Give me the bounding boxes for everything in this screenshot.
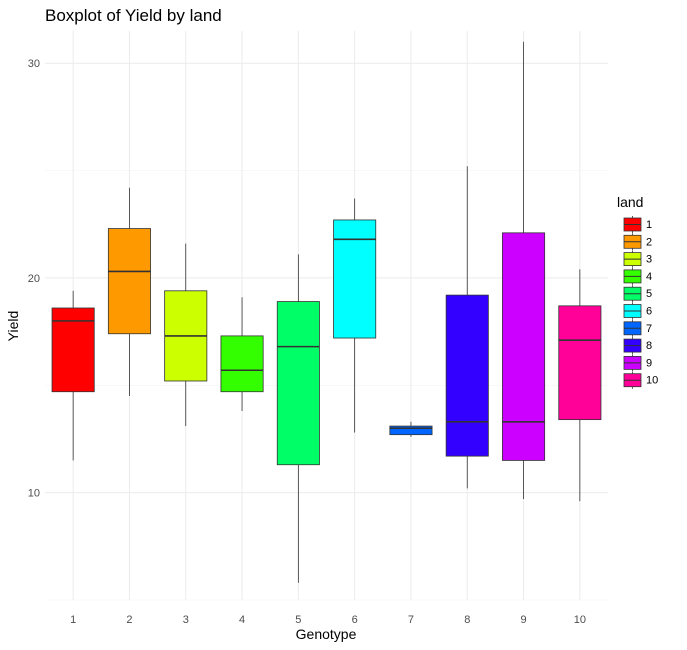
box-genotype-10: [558, 269, 602, 502]
box-genotype-7: [389, 421, 433, 437]
y-axis-title: Yield: [5, 311, 21, 342]
x-tick-label: 5: [295, 614, 301, 626]
box-genotype-8: [445, 166, 489, 489]
legend: land 1 2 3 4 5 6 7 8 9 10: [617, 194, 658, 389]
y-tick-label: 20: [28, 273, 40, 285]
legend-item-9: 9: [623, 354, 652, 372]
x-tick-label: 6: [352, 614, 358, 626]
x-tick-label: 10: [574, 614, 586, 626]
box-iqr: [51, 307, 95, 393]
box-iqr: [220, 335, 264, 393]
legend-item-8: 8: [623, 337, 652, 355]
legend-item-3: 3: [623, 250, 652, 268]
box-iqr: [276, 301, 320, 466]
box-iqr: [445, 294, 489, 457]
box-iqr: [502, 232, 546, 461]
box-iqr: [558, 305, 602, 421]
box-iqr: [107, 228, 151, 335]
legend-item-7: 7: [623, 319, 652, 337]
legend-label: 8: [646, 340, 652, 352]
x-tick-label: 4: [239, 614, 245, 626]
y-tick-label: 10: [28, 488, 40, 500]
legend-label: 5: [646, 288, 652, 300]
box-iqr: [389, 425, 433, 436]
legend-item-6: 6: [623, 302, 652, 320]
x-axis-ticks: 1 2 3 4 5 6 7 8 9 10: [70, 614, 586, 626]
x-tick-label: 9: [520, 614, 526, 626]
legend-item-1: 1: [623, 216, 652, 233]
legend-item-4: 4: [623, 267, 652, 285]
legend-item-5: 5: [623, 285, 652, 303]
legend-label: 4: [646, 271, 652, 283]
box-genotype-1: [51, 290, 95, 461]
legend-label: 10: [646, 375, 658, 387]
x-tick-label: 2: [126, 614, 132, 626]
legend-title: land: [617, 194, 643, 210]
legend-item-10: 10: [623, 371, 658, 389]
legend-label: 2: [646, 236, 652, 248]
box-genotype-9: [502, 41, 546, 500]
legend-label: 6: [646, 306, 652, 318]
box-genotype-5: [276, 254, 320, 583]
legend-label: 9: [646, 357, 652, 369]
y-tick-label: 30: [28, 58, 40, 70]
y-axis-ticks: 10 20 30: [28, 58, 40, 499]
legend-items: 1 2 3 4 5 6 7 8 9 10: [623, 216, 658, 389]
chart-title: Boxplot of Yield by land: [45, 6, 222, 25]
legend-item-2: 2: [623, 233, 652, 251]
box-genotype-4: [220, 297, 264, 412]
x-tick-label: 1: [70, 614, 76, 626]
legend-label: 1: [646, 219, 652, 231]
legend-label: 3: [646, 254, 652, 266]
box-iqr: [333, 219, 377, 339]
x-tick-label: 3: [183, 614, 189, 626]
box-genotype-6: [333, 198, 377, 433]
box-genotype-3: [164, 243, 208, 427]
x-tick-label: 8: [464, 614, 470, 626]
x-tick-label: 7: [408, 614, 414, 626]
legend-label: 7: [646, 323, 652, 335]
box-genotype-2: [107, 187, 151, 397]
plot-area: [51, 41, 602, 583]
x-axis-title: Genotype: [296, 626, 357, 642]
